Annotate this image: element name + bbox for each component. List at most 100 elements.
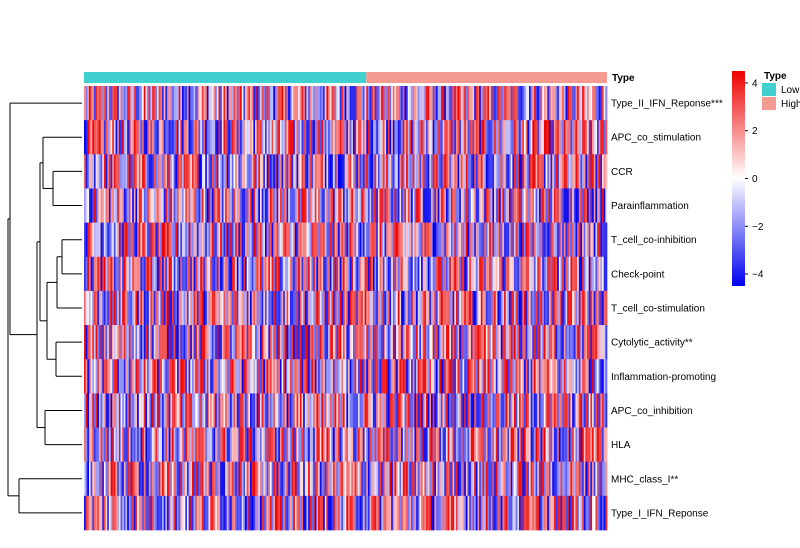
heatmap-cell xyxy=(440,325,443,360)
heatmap-cell xyxy=(514,120,517,155)
heatmap-cell xyxy=(299,427,302,463)
heatmap-cell xyxy=(510,154,513,189)
heatmap-cell xyxy=(284,325,287,360)
heatmap-cell xyxy=(306,120,309,155)
heatmap-cell xyxy=(570,86,573,121)
heatmap-cell xyxy=(206,461,209,497)
heatmap-cell xyxy=(457,393,460,428)
heatmap-cell xyxy=(532,120,535,155)
heatmap-cell xyxy=(319,222,322,258)
heatmap-cell xyxy=(92,222,95,258)
heatmap-cell xyxy=(354,359,357,394)
heatmap-cell xyxy=(499,359,502,394)
heatmap-cell xyxy=(349,154,352,189)
heatmap-cell xyxy=(477,188,480,223)
heatmap-cell xyxy=(319,495,322,531)
heatmap-cell xyxy=(470,427,473,463)
heatmap-cell xyxy=(349,461,352,497)
heatmap-cell xyxy=(153,188,156,223)
heatmap-cell xyxy=(515,188,518,223)
heatmap-cell xyxy=(507,325,510,360)
heatmap-cell xyxy=(469,120,472,155)
heatmap-cell xyxy=(108,359,111,394)
heatmap-cell xyxy=(485,120,488,155)
heatmap-cell xyxy=(152,120,155,155)
heatmap-cell xyxy=(329,325,332,360)
heatmap-cell xyxy=(173,154,176,189)
heatmap-cell xyxy=(557,120,560,155)
heatmap-cell xyxy=(563,359,566,394)
heatmap-cell xyxy=(261,188,264,223)
heatmap-cell xyxy=(384,325,387,360)
heatmap-cell xyxy=(442,188,445,223)
heatmap-cell xyxy=(457,86,460,121)
heatmap-cell xyxy=(113,290,116,326)
heatmap-cell xyxy=(545,427,548,463)
heatmap-cell xyxy=(371,290,374,326)
heatmap-cell xyxy=(137,188,140,223)
heatmap-cell xyxy=(115,461,118,497)
heatmap-cell xyxy=(296,359,299,394)
heatmap-cell xyxy=(510,222,513,258)
heatmap-cell xyxy=(288,256,291,292)
heatmap-cell xyxy=(467,461,470,497)
heatmap-cell xyxy=(98,495,101,531)
heatmap-cell xyxy=(482,495,485,531)
heatmap-cell xyxy=(379,325,382,360)
heatmap-cell xyxy=(590,359,593,394)
heatmap-cell xyxy=(186,359,189,394)
heatmap-cell xyxy=(406,325,409,360)
heatmap-cell xyxy=(535,86,538,121)
heatmap-cell xyxy=(357,495,360,531)
heatmap-cell xyxy=(394,188,397,223)
heatmap-cell xyxy=(563,290,566,326)
heatmap-cell xyxy=(103,154,106,189)
heatmap-cell xyxy=(183,222,186,258)
heatmap-cell xyxy=(364,120,367,155)
heatmap-cell xyxy=(223,222,226,258)
heatmap-cell xyxy=(480,495,483,531)
heatmap-cell xyxy=(572,325,575,360)
heatmap-cell xyxy=(396,461,399,497)
heatmap-cell xyxy=(92,393,95,428)
heatmap-cell xyxy=(514,256,517,292)
heatmap-cell xyxy=(268,120,271,155)
heatmap-cell xyxy=(286,222,289,258)
heatmap-cell xyxy=(238,290,241,326)
heatmap-cell xyxy=(188,393,191,428)
heatmap-cell xyxy=(107,188,110,223)
heatmap-cell xyxy=(313,154,316,189)
heatmap-cell xyxy=(372,290,375,326)
heatmap-cell xyxy=(570,188,573,223)
heatmap-cell xyxy=(251,86,254,121)
heatmap-cell xyxy=(377,256,380,292)
heatmap-cell xyxy=(543,154,546,189)
heatmap-cell xyxy=(407,86,410,121)
heatmap-cell xyxy=(130,290,133,326)
heatmap-cell xyxy=(336,359,339,394)
heatmap-cell xyxy=(386,427,389,463)
heatmap-cell xyxy=(527,256,530,292)
heatmap-cell xyxy=(510,290,513,326)
heatmap-cell xyxy=(180,86,183,121)
heatmap-cell xyxy=(533,290,536,326)
heatmap-cell xyxy=(520,120,523,155)
heatmap-cell xyxy=(411,427,414,463)
heatmap-cell xyxy=(361,393,364,428)
heatmap-cell xyxy=(386,86,389,121)
heatmap-cell xyxy=(218,290,221,326)
heatmap-cell xyxy=(434,256,437,292)
heatmap-cell xyxy=(135,120,138,155)
heatmap-cell xyxy=(251,461,254,497)
heatmap-cell xyxy=(505,393,508,428)
heatmap-cell xyxy=(259,393,262,428)
heatmap-cell xyxy=(437,120,440,155)
heatmap-cell xyxy=(447,154,450,189)
heatmap-cell xyxy=(88,188,91,223)
heatmap-cell xyxy=(135,154,138,189)
heatmap-cell xyxy=(595,359,598,394)
heatmap-cell xyxy=(155,495,158,531)
heatmap-cell xyxy=(592,427,595,463)
heatmap-cell xyxy=(313,120,316,155)
heatmap-cell xyxy=(505,461,508,497)
